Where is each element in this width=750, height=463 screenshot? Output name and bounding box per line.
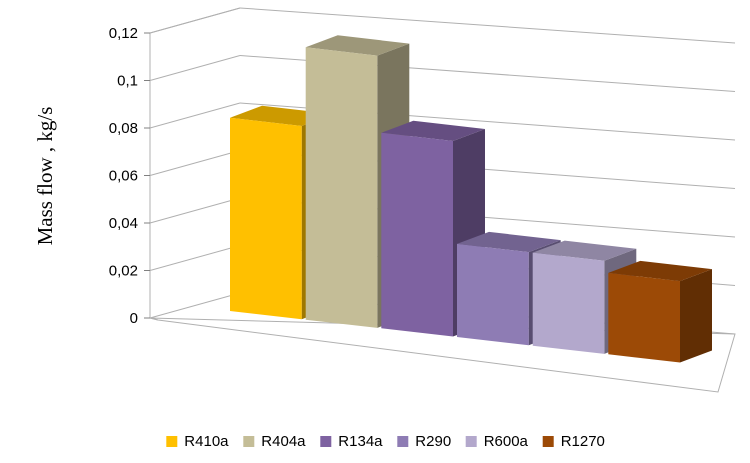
bars — [230, 35, 712, 363]
gridline-left — [149, 197, 241, 224]
legend-item-R1270: R1270 — [542, 433, 605, 450]
bar-top — [608, 260, 712, 282]
gridline-left — [149, 55, 241, 81]
gridline-left — [149, 292, 241, 319]
floor-corner — [149, 317, 159, 321]
bar-side — [680, 269, 712, 363]
legend-item-R134a: R134a — [320, 433, 383, 450]
bar-front — [381, 132, 453, 337]
y-tick-label: 0,06 — [109, 168, 138, 185]
bar-front — [230, 117, 302, 320]
legend-swatch — [542, 436, 554, 447]
legend-swatch — [465, 436, 477, 447]
bar-top — [305, 35, 410, 56]
bar-R1270 — [608, 260, 712, 363]
gridline-left — [149, 7, 241, 34]
legend-swatch — [397, 436, 409, 447]
y-tick-label: 0,1 — [117, 73, 138, 90]
legend-label: R600a — [484, 433, 529, 450]
bar-top — [457, 231, 561, 253]
legend-label: R134a — [338, 433, 383, 450]
gridline-left — [149, 102, 241, 129]
y-tick-label: 0,02 — [109, 263, 138, 280]
legend-swatch — [243, 436, 255, 447]
legend-label: R290 — [415, 433, 451, 450]
bar-front — [608, 272, 680, 363]
legend-item-R404a: R404a — [243, 433, 306, 450]
legend-item-R290: R290 — [397, 433, 451, 450]
bar-front — [532, 252, 605, 354]
legend-label: R404a — [261, 433, 306, 450]
gridline-left — [149, 245, 241, 271]
legend: R410a R404a R134a R290 R600a R1270 — [166, 433, 605, 450]
bar-front — [305, 47, 378, 328]
bar-top — [532, 240, 637, 261]
legend-swatch — [320, 436, 332, 447]
legend-label: R410a — [184, 433, 229, 450]
legend-item-R410a: R410a — [166, 433, 229, 450]
y-tick-label: 0,12 — [109, 25, 138, 42]
y-tick-label: 0,08 — [109, 120, 138, 137]
legend-swatch — [166, 436, 178, 447]
y-tick-label: 0 — [130, 310, 138, 327]
y-tick-label: 0,04 — [109, 215, 138, 232]
legend-label: R1270 — [561, 433, 605, 450]
bar-front — [457, 243, 529, 346]
bar-top — [381, 120, 485, 141]
legend-item-R600a: R600a — [465, 433, 529, 450]
y-axis-label: Mass flow , kg/s — [33, 107, 57, 246]
gridline — [239, 7, 736, 44]
gridline-left — [149, 150, 241, 176]
y-axis: 0 0,02 0,04 0,06 0,08 0,1 0,12 — [109, 25, 150, 327]
